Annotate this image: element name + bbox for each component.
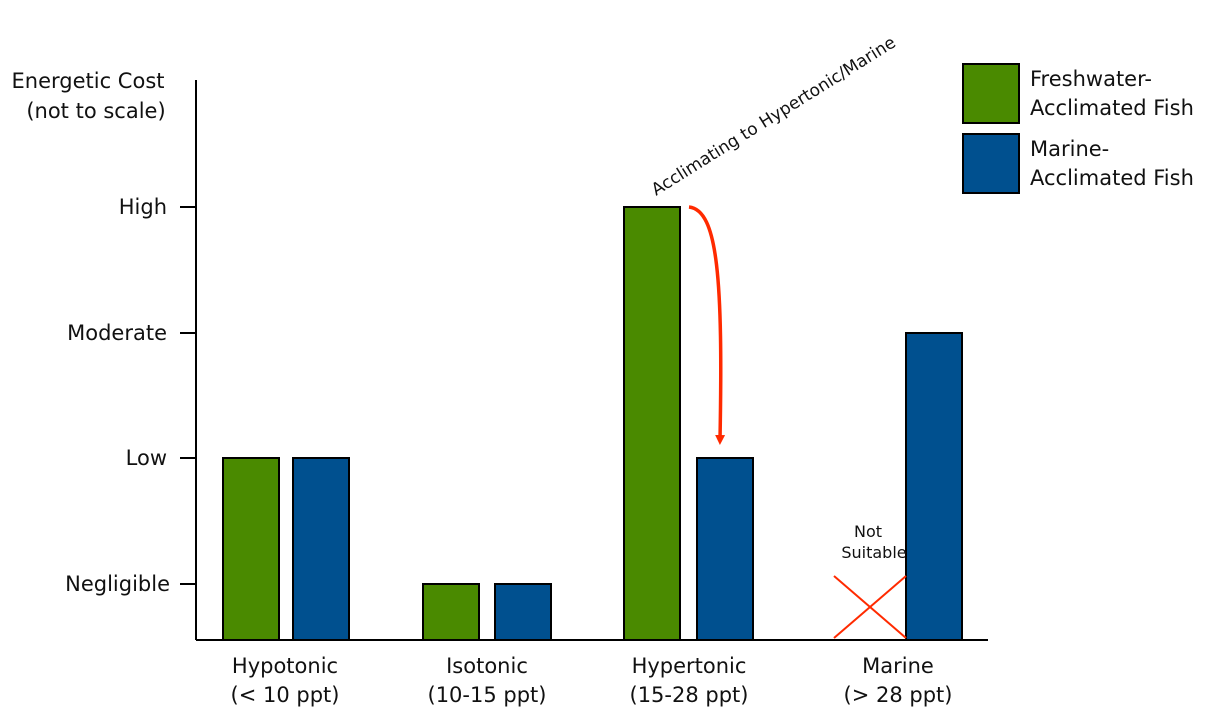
bar-freshwater-hypertonic <box>623 206 681 641</box>
legend-swatch-marine <box>962 133 1020 194</box>
legend-label-freshwater-line-2: Acclimated Fish <box>1030 96 1194 120</box>
acclimation-arrow <box>688 205 726 445</box>
not-suitable-cross-b <box>833 575 907 639</box>
y-axis-label-line-2: (not to scale) <box>26 99 165 123</box>
not-suitable-label-line-2: Suitable <box>841 543 906 562</box>
x-label-hypotonic-range: (< 10 ppt) <box>231 683 340 707</box>
acclimation-arrow-label: Acclimating to Hypertonic/Marine <box>648 33 899 200</box>
x-label-isotonic-range: (10-15 ppt) <box>428 683 547 707</box>
x-label-hypotonic: Hypotonic <box>232 654 338 678</box>
y-axis-label-line-1: Energetic Cost <box>12 69 165 93</box>
legend-label-marine-line-2: Acclimated Fish <box>1030 166 1194 190</box>
bar-marine-hypotonic <box>292 457 350 641</box>
x-label-marine-range: (> 28 ppt) <box>844 683 953 707</box>
x-label-isotonic: Isotonic <box>446 654 528 678</box>
y-tick-label-low: Low <box>126 446 167 470</box>
x-label-hypertonic: Hypertonic <box>632 654 747 678</box>
x-label-hypertonic-range: (15-28 ppt) <box>630 683 749 707</box>
legend-swatch-freshwater <box>962 63 1020 124</box>
y-tick-label-moderate: Moderate <box>67 321 167 345</box>
bar-marine-hypertonic <box>696 457 754 641</box>
bar-freshwater-hypotonic <box>222 457 280 641</box>
x-label-marine: Marine <box>862 654 934 678</box>
not-suitable-label-line-1: Not <box>854 522 882 541</box>
bar-freshwater-isotonic <box>422 583 480 641</box>
bar-marine-isotonic <box>494 583 552 641</box>
y-tick-label-negligible: Negligible <box>65 572 170 596</box>
y-tick-label-high: High <box>119 195 167 219</box>
bar-marine-marine <box>905 332 963 641</box>
legend-label-marine-line-1: Marine- <box>1030 137 1109 161</box>
legend-label-freshwater-line-1: Freshwater- <box>1030 67 1152 91</box>
